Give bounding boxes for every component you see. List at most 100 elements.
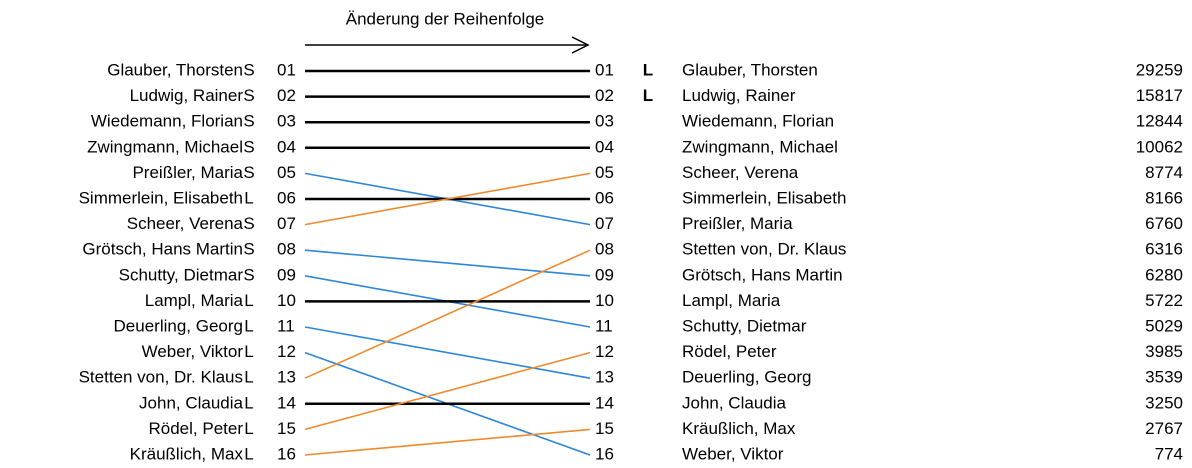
right-name: Weber, Viktor	[682, 444, 784, 463]
left-group: L	[244, 419, 253, 438]
left-group: L	[244, 291, 253, 310]
right-rank: 04	[595, 137, 614, 156]
right-name: Scheer, Verena	[682, 163, 799, 182]
left-name: John, Claudia	[139, 393, 244, 412]
left-group: S	[243, 163, 254, 182]
left-name: Preißler, Maria	[132, 163, 243, 182]
right-value: 3985	[1145, 342, 1183, 361]
rank-change-line	[304, 326, 591, 379]
title: Änderung der Reihenfolge	[346, 9, 544, 28]
left-group: S	[243, 137, 254, 156]
right-name: Simmerlein, Elisabeth	[682, 188, 846, 207]
left-rank: 07	[277, 214, 296, 233]
rank-change-line	[304, 249, 591, 379]
left-group: L	[244, 444, 253, 463]
left-group: S	[243, 240, 254, 259]
right-rank: 11	[595, 316, 613, 335]
arrow-head	[571, 36, 590, 54]
left-rank: 14	[277, 393, 296, 412]
right-name: Glauber, Thorsten	[682, 60, 818, 79]
right-value: 5029	[1145, 316, 1183, 335]
left-rank: 06	[277, 188, 296, 207]
right-name: Preißler, Maria	[682, 214, 793, 233]
right-value: 3250	[1145, 393, 1183, 412]
right-name: Schutty, Dietmar	[682, 316, 807, 335]
left-name: Schutty, Dietmar	[119, 265, 244, 284]
left-name: Scheer, Verena	[127, 214, 244, 233]
right-value: 6280	[1145, 265, 1183, 284]
right-rank: 16	[595, 444, 614, 463]
right-rank: 15	[595, 419, 614, 438]
right-rank: 14	[595, 393, 614, 412]
left-rank: 02	[277, 86, 296, 105]
right-rank: 08	[595, 240, 614, 259]
left-name: Kräußlich, Max	[130, 444, 244, 463]
left-group: L	[244, 368, 253, 387]
right-value: 774	[1155, 444, 1183, 463]
right-value: 29259	[1136, 60, 1183, 79]
right-name: Kräußlich, Max	[682, 419, 796, 438]
left-name: Ludwig, Rainer	[130, 86, 244, 105]
right-value: 5722	[1145, 291, 1183, 310]
left-name: Weber, Viktor	[142, 342, 244, 361]
right-value: 8166	[1145, 188, 1183, 207]
right-value: 6316	[1145, 240, 1183, 259]
right-rank: 10	[595, 291, 614, 310]
right-value: 8774	[1145, 163, 1183, 182]
right-rank: 13	[595, 368, 614, 387]
left-rank: 08	[277, 240, 296, 259]
left-rank: 16	[277, 444, 296, 463]
right-value: 15817	[1136, 86, 1183, 105]
rank-change-line	[304, 249, 591, 277]
right-name: Deuerling, Georg	[682, 368, 811, 387]
left-name: Deuerling, Georg	[114, 316, 243, 335]
right-rank: 01	[595, 60, 614, 79]
right-flag: L	[643, 60, 653, 79]
left-group: S	[243, 265, 254, 284]
right-rank: 02	[595, 86, 614, 105]
right-name: Zwingmann, Michael	[682, 137, 838, 156]
right-rank: 12	[595, 342, 614, 361]
left-rank: 12	[277, 342, 296, 361]
right-name: Stetten von, Dr. Klaus	[682, 240, 846, 259]
right-rank: 07	[595, 214, 614, 233]
left-rank: 03	[277, 112, 296, 131]
left-name: Stetten von, Dr. Klaus	[79, 368, 243, 387]
left-rank: 01	[277, 60, 296, 79]
left-name: Grötsch, Hans Martin	[82, 240, 243, 259]
rank-change-line	[304, 351, 591, 431]
left-name: Lampl, Maria	[145, 291, 244, 310]
right-name: Lampl, Maria	[682, 291, 781, 310]
right-flag: L	[643, 86, 653, 105]
right-name: Grötsch, Hans Martin	[682, 265, 843, 284]
rank-change-line	[304, 428, 591, 456]
left-rank: 15	[277, 419, 296, 438]
right-rank: 03	[595, 112, 614, 131]
left-rank: 05	[277, 163, 296, 182]
left-group: S	[243, 214, 254, 233]
left-rank: 04	[277, 137, 296, 156]
right-name: Rödel, Peter	[682, 342, 777, 361]
left-group: S	[243, 86, 254, 105]
right-name: Wiedemann, Florian	[682, 112, 834, 131]
left-name: Wiedemann, Florian	[91, 112, 243, 131]
right-rank: 09	[595, 265, 614, 284]
left-name: Simmerlein, Elisabeth	[79, 188, 243, 207]
right-rank: 05	[595, 163, 614, 182]
right-name: Ludwig, Rainer	[682, 86, 796, 105]
left-name: Rödel, Peter	[149, 419, 244, 438]
left-group: L	[244, 316, 253, 335]
right-value: 6760	[1145, 214, 1183, 233]
right-value: 10062	[1136, 137, 1183, 156]
left-rank: 11	[277, 316, 295, 335]
right-name: John, Claudia	[682, 393, 787, 412]
left-group: S	[243, 112, 254, 131]
left-group: S	[243, 60, 254, 79]
right-value: 12844	[1136, 112, 1183, 131]
right-value: 3539	[1145, 368, 1183, 387]
left-rank: 10	[277, 291, 296, 310]
left-name: Zwingmann, Michael	[87, 137, 243, 156]
left-name: Glauber, Thorsten	[107, 60, 243, 79]
right-rank: 06	[595, 188, 614, 207]
